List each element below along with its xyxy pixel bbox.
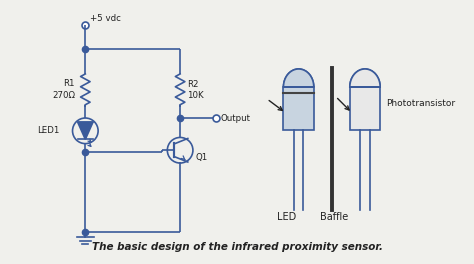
Polygon shape [78, 122, 93, 139]
Text: LED: LED [277, 212, 296, 222]
Text: Phototransistor: Phototransistor [386, 99, 456, 108]
Text: 270Ω: 270Ω [52, 91, 75, 100]
Text: Q1: Q1 [195, 153, 208, 162]
Text: +5 vdc: +5 vdc [90, 14, 121, 23]
Text: R2: R2 [187, 80, 199, 89]
Text: The basic design of the infrared proximity sensor.: The basic design of the infrared proximi… [91, 242, 383, 252]
Polygon shape [350, 87, 380, 130]
Polygon shape [350, 69, 380, 87]
Text: 10K: 10K [187, 91, 204, 100]
Text: R1: R1 [64, 79, 75, 88]
Text: LED1: LED1 [37, 126, 59, 135]
Polygon shape [283, 87, 314, 130]
Text: Output: Output [220, 114, 250, 122]
Text: Baffle: Baffle [320, 212, 348, 222]
Polygon shape [283, 69, 314, 87]
